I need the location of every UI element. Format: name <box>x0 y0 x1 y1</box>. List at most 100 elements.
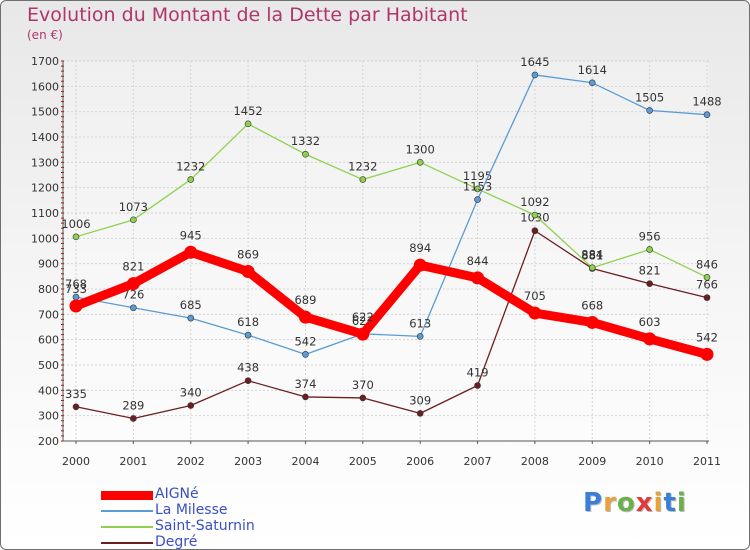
data-label: 419 <box>467 366 489 380</box>
data-point <box>703 294 711 301</box>
chart-legend: AIGNé La Milesse Saint-Saturnin Degré <box>101 486 301 549</box>
data-label: 869 <box>237 248 259 262</box>
series-aign-: 733 821 945 869 689 622 894 844 705 668 603 542 <box>65 228 718 361</box>
data-point <box>187 314 195 322</box>
legend-swatch <box>101 542 153 544</box>
data-label: 685 <box>180 298 202 312</box>
data-label: 622 <box>352 310 374 324</box>
series-saint-saturnin: 1006 1073 1232 1452 1332 1232 1300 1195 1092 884 9… <box>61 104 718 281</box>
data-label: 1006 <box>61 217 90 231</box>
data-point <box>302 351 309 358</box>
data-point <box>474 196 481 203</box>
legend-label: AIGNé <box>155 486 199 502</box>
data-point <box>588 79 596 87</box>
logo-letter: r <box>603 488 617 518</box>
data-label: 542 <box>294 334 316 348</box>
x-tick-label: 2001 <box>119 455 147 468</box>
data-label: 1645 <box>520 55 549 69</box>
chart-unit: (en €) <box>27 28 63 42</box>
x-tick-label: 2004 <box>291 455 319 468</box>
data-label: 844 <box>467 254 489 268</box>
data-point <box>359 176 367 183</box>
data-label: 603 <box>639 315 661 329</box>
data-label: 335 <box>65 387 87 401</box>
data-label: 370 <box>352 378 374 392</box>
data-point <box>244 120 252 128</box>
data-label: 438 <box>237 361 259 375</box>
data-label: 1073 <box>119 200 148 214</box>
data-point <box>528 306 542 320</box>
x-tick-label: 2010 <box>636 455 664 468</box>
data-point <box>126 277 140 291</box>
series-line <box>75 230 708 420</box>
data-label: 945 <box>180 228 202 242</box>
data-point <box>471 271 485 285</box>
x-tick-label: 2011 <box>693 455 721 468</box>
y-tick-label: 1100 <box>31 207 59 220</box>
data-point <box>531 211 539 219</box>
y-tick-label: 200 <box>38 435 59 448</box>
data-label: 705 <box>524 289 546 303</box>
data-point <box>356 327 370 341</box>
data-point <box>359 394 367 402</box>
data-point <box>413 258 427 272</box>
data-point <box>130 304 137 312</box>
data-label: 689 <box>294 293 316 307</box>
y-tick-label: 1400 <box>31 131 59 144</box>
data-point <box>184 245 198 259</box>
data-label: 768 <box>65 277 87 291</box>
data-label: 542 <box>696 330 718 344</box>
data-point <box>187 176 195 183</box>
proxiti-logo: Proxiti <box>583 488 687 518</box>
y-tick-label: 400 <box>38 384 59 397</box>
data-label: 1505 <box>635 90 664 104</box>
data-label: 1614 <box>578 63 607 77</box>
data-point <box>643 332 657 346</box>
data-point <box>69 299 83 313</box>
data-label: 613 <box>409 316 431 330</box>
y-tick-label: 1000 <box>31 232 59 245</box>
data-point <box>302 393 309 401</box>
data-label: 733 <box>65 282 87 296</box>
chart-title: Evolution du Montant de la Dette par Hab… <box>27 4 468 26</box>
legend-swatch <box>101 510 153 512</box>
data-label: 1153 <box>463 180 492 194</box>
data-point <box>241 265 255 279</box>
data-point <box>531 71 539 79</box>
legend-swatch <box>101 490 153 500</box>
legend-label: Saint-Saturnin <box>155 518 255 534</box>
data-point <box>646 107 653 114</box>
logo-letter: P <box>583 488 604 518</box>
data-label: 884 <box>581 248 603 262</box>
data-label: 340 <box>180 386 202 400</box>
y-tick-label: 1200 <box>31 182 59 195</box>
data-label: 1232 <box>348 160 377 174</box>
data-point <box>703 111 711 119</box>
x-tick-label: 2009 <box>578 455 606 468</box>
data-point <box>474 185 481 193</box>
x-tick-label: 2000 <box>62 455 90 468</box>
data-point <box>416 333 424 340</box>
y-tick-label: 1700 <box>31 55 59 68</box>
data-label: 1488 <box>692 95 721 109</box>
y-tick-label: 1500 <box>31 106 59 119</box>
data-label: 1300 <box>406 142 435 156</box>
logo-letter: t <box>663 488 677 518</box>
data-point <box>130 415 137 422</box>
data-label: 726 <box>122 288 144 302</box>
data-label: 1195 <box>463 169 492 183</box>
legend-item: AIGNé <box>101 486 301 503</box>
x-tick-label: 2003 <box>234 455 262 468</box>
data-point <box>646 280 653 287</box>
y-tick-label: 600 <box>38 334 59 347</box>
data-point <box>416 159 424 166</box>
y-tick-label: 700 <box>38 308 59 321</box>
data-label: 618 <box>237 315 259 329</box>
data-label: 821 <box>122 260 144 274</box>
legend-item: Saint-Saturnin <box>101 518 301 535</box>
y-tick-label: 800 <box>38 283 59 296</box>
data-label: 668 <box>581 298 603 312</box>
data-point <box>585 315 599 329</box>
legend-item: Degré <box>101 534 301 549</box>
data-label: 1452 <box>233 104 262 118</box>
